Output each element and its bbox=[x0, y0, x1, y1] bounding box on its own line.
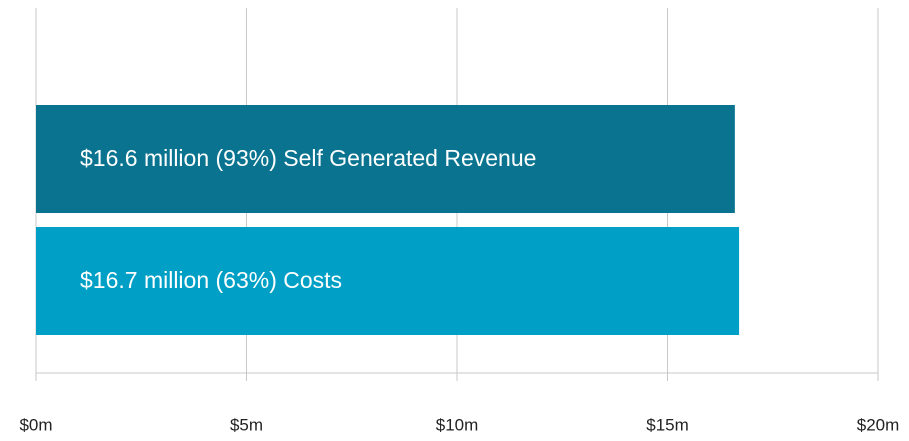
bar bbox=[36, 227, 740, 335]
value-label: $16.6 million (93%) bbox=[80, 145, 277, 171]
x-tick-label: $10m bbox=[436, 415, 479, 434]
x-tick-label: $15m bbox=[646, 415, 689, 434]
bar bbox=[36, 105, 735, 213]
x-tick-label: $20m bbox=[857, 415, 900, 434]
value-label: $16.7 million (63%) bbox=[80, 267, 277, 293]
x-tick-label: $5m bbox=[230, 415, 263, 434]
bar-label: $16.7 million (63%) Costs bbox=[80, 267, 342, 293]
category-label: Self Generated Revenue bbox=[283, 145, 536, 171]
category-label: Costs bbox=[283, 267, 342, 293]
bar-label: $16.6 million (93%) Self Generated Reven… bbox=[80, 145, 536, 171]
x-tick-label: $0m bbox=[19, 415, 52, 434]
